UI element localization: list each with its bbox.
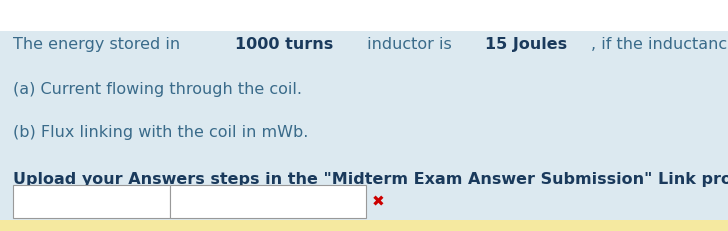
Text: (a) Current flowing through the coil.: (a) Current flowing through the coil. bbox=[13, 82, 302, 97]
FancyBboxPatch shape bbox=[170, 185, 366, 218]
Text: The energy stored in: The energy stored in bbox=[13, 37, 186, 52]
Text: Upload your Answers steps in the "Midterm Exam Answer Submission" Link provided : Upload your Answers steps in the "Midter… bbox=[13, 172, 728, 187]
FancyBboxPatch shape bbox=[0, 220, 728, 231]
FancyBboxPatch shape bbox=[0, 0, 728, 31]
Text: inductor is: inductor is bbox=[362, 37, 457, 52]
Text: (b) Flux linking with the coil in mWb.: (b) Flux linking with the coil in mWb. bbox=[13, 125, 309, 140]
Text: 15 Joules: 15 Joules bbox=[485, 37, 566, 52]
Text: , if the inductance value is: , if the inductance value is bbox=[590, 37, 728, 52]
Text: 1000 turns: 1000 turns bbox=[235, 37, 333, 52]
FancyBboxPatch shape bbox=[13, 185, 170, 218]
Text: ✖: ✖ bbox=[372, 194, 385, 209]
